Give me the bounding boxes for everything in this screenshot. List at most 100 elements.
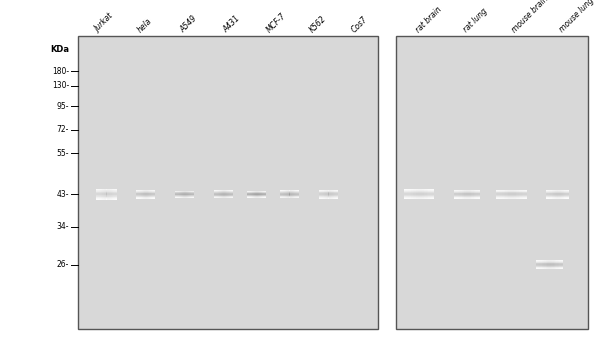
Bar	[182, 191, 184, 198]
Bar	[319, 197, 338, 198]
Bar	[280, 193, 299, 194]
Bar	[326, 190, 328, 199]
Bar	[454, 194, 481, 195]
Bar	[149, 190, 151, 199]
Bar	[136, 193, 155, 194]
Bar	[322, 190, 323, 199]
Bar	[176, 191, 178, 198]
Bar	[249, 191, 250, 198]
Bar	[257, 191, 259, 198]
Bar	[466, 190, 467, 199]
Bar	[148, 190, 149, 199]
Bar	[325, 190, 326, 199]
Bar	[214, 195, 233, 196]
Text: A549: A549	[179, 14, 199, 34]
Bar	[546, 190, 569, 191]
Bar	[471, 190, 472, 199]
Bar	[178, 191, 179, 198]
Bar	[496, 196, 527, 197]
Bar	[428, 189, 430, 199]
Bar	[259, 191, 260, 198]
Bar	[496, 198, 527, 199]
Bar	[254, 191, 256, 198]
Bar	[337, 190, 338, 199]
Bar	[227, 190, 229, 198]
Bar	[560, 190, 561, 199]
Bar	[96, 194, 117, 195]
Bar	[413, 189, 415, 199]
Bar	[557, 260, 559, 269]
Bar	[555, 260, 556, 269]
Bar	[104, 189, 106, 200]
Bar	[550, 190, 551, 199]
Bar	[96, 189, 117, 190]
Bar	[319, 196, 338, 197]
Bar	[218, 190, 220, 198]
FancyBboxPatch shape	[396, 36, 588, 329]
Bar	[416, 189, 418, 199]
Bar	[319, 193, 338, 194]
Bar	[332, 190, 334, 199]
Bar	[550, 260, 551, 269]
Bar	[139, 190, 140, 199]
Bar	[404, 191, 434, 192]
Bar	[223, 190, 224, 198]
Bar	[334, 190, 335, 199]
Bar	[544, 260, 545, 269]
Bar	[536, 260, 538, 269]
Bar	[262, 191, 263, 198]
Bar	[472, 190, 474, 199]
Bar	[280, 192, 299, 193]
Bar	[496, 192, 527, 193]
Bar	[154, 190, 155, 199]
Bar	[115, 189, 116, 200]
Bar	[560, 260, 562, 269]
Bar	[513, 190, 514, 199]
Bar	[226, 190, 227, 198]
Bar	[114, 189, 115, 200]
Bar	[97, 189, 98, 200]
Text: 55-: 55-	[56, 149, 69, 158]
Bar	[179, 191, 181, 198]
Bar	[455, 190, 456, 199]
Bar	[419, 189, 421, 199]
Bar	[99, 189, 100, 200]
Bar	[559, 260, 560, 269]
Bar	[557, 190, 559, 199]
Bar	[563, 190, 564, 199]
Bar	[109, 189, 110, 200]
Bar	[280, 196, 299, 197]
Bar	[253, 191, 254, 198]
Bar	[542, 260, 543, 269]
Bar	[548, 190, 549, 199]
Bar	[193, 191, 194, 198]
Text: mouse lung: mouse lung	[557, 0, 596, 34]
Bar	[474, 190, 475, 199]
Bar	[543, 260, 544, 269]
Bar	[431, 189, 433, 199]
Bar	[96, 196, 117, 197]
Bar	[214, 192, 233, 193]
Bar	[221, 190, 223, 198]
Bar	[319, 190, 338, 191]
Bar	[214, 197, 233, 198]
Bar	[496, 193, 527, 194]
Bar	[536, 260, 563, 261]
Bar	[412, 189, 413, 199]
Bar	[546, 197, 569, 198]
Bar	[456, 190, 458, 199]
Bar	[509, 190, 511, 199]
Bar	[251, 191, 253, 198]
Bar	[284, 190, 286, 198]
Bar	[522, 190, 523, 199]
Bar	[422, 189, 424, 199]
Bar	[96, 199, 117, 200]
Bar	[565, 190, 566, 199]
Bar	[520, 190, 522, 199]
Bar	[408, 189, 410, 199]
Bar	[454, 193, 481, 194]
Bar	[188, 191, 190, 198]
Bar	[110, 189, 112, 200]
Bar	[553, 190, 554, 199]
Bar	[175, 191, 176, 198]
